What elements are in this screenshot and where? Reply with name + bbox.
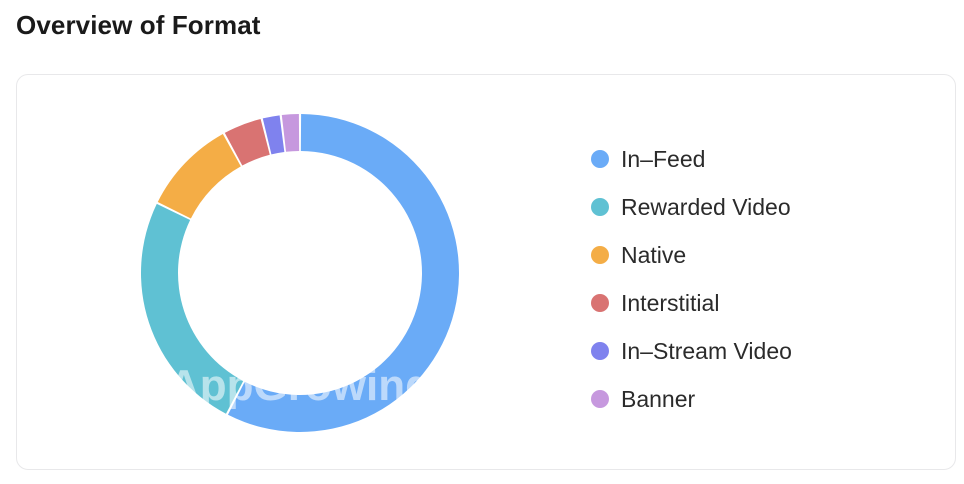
legend-item[interactable]: Native [591,231,792,279]
legend-label: In–Feed [621,145,706,172]
donut-slice-in-stream-video[interactable] [262,115,285,155]
chart-card: AppGrowing In–Feed Rewarded Video Native In… [16,74,956,470]
donut-slice-rewarded-video[interactable] [141,203,244,414]
donut-slices [141,114,459,432]
legend-dot-icon [591,150,609,168]
legend-item[interactable]: In–Stream Video [591,327,792,375]
legend-dot-icon [591,246,609,264]
legend-label: Native [621,241,687,268]
legend-item[interactable]: Banner [591,375,792,423]
legend-dot-icon [591,198,609,216]
legend-item[interactable]: In–Feed [591,135,792,183]
watermark-text: AppGrowing [168,361,432,410]
chart-legend: In–Feed Rewarded Video Native Interstitial I… [591,135,792,423]
donut-chart: AppGrowing [141,114,459,432]
donut-slice-native[interactable] [157,133,241,219]
donut-slice-in-feed[interactable] [227,114,459,432]
legend-label: In–Stream Video [621,337,792,364]
legend-dot-icon [591,342,609,360]
legend-item[interactable]: Rewarded Video [591,183,792,231]
legend-label: Rewarded Video [621,193,791,220]
legend-dot-icon [591,294,609,312]
legend-item[interactable]: Interstitial [591,279,792,327]
donut-slice-interstitial[interactable] [224,118,270,166]
legend-label: Banner [621,385,696,412]
legend-label: Interstitial [621,289,720,316]
page-title: Overview of Format [16,10,261,40]
donut-slice-banner[interactable] [281,114,300,152]
legend-dot-icon [591,390,609,408]
